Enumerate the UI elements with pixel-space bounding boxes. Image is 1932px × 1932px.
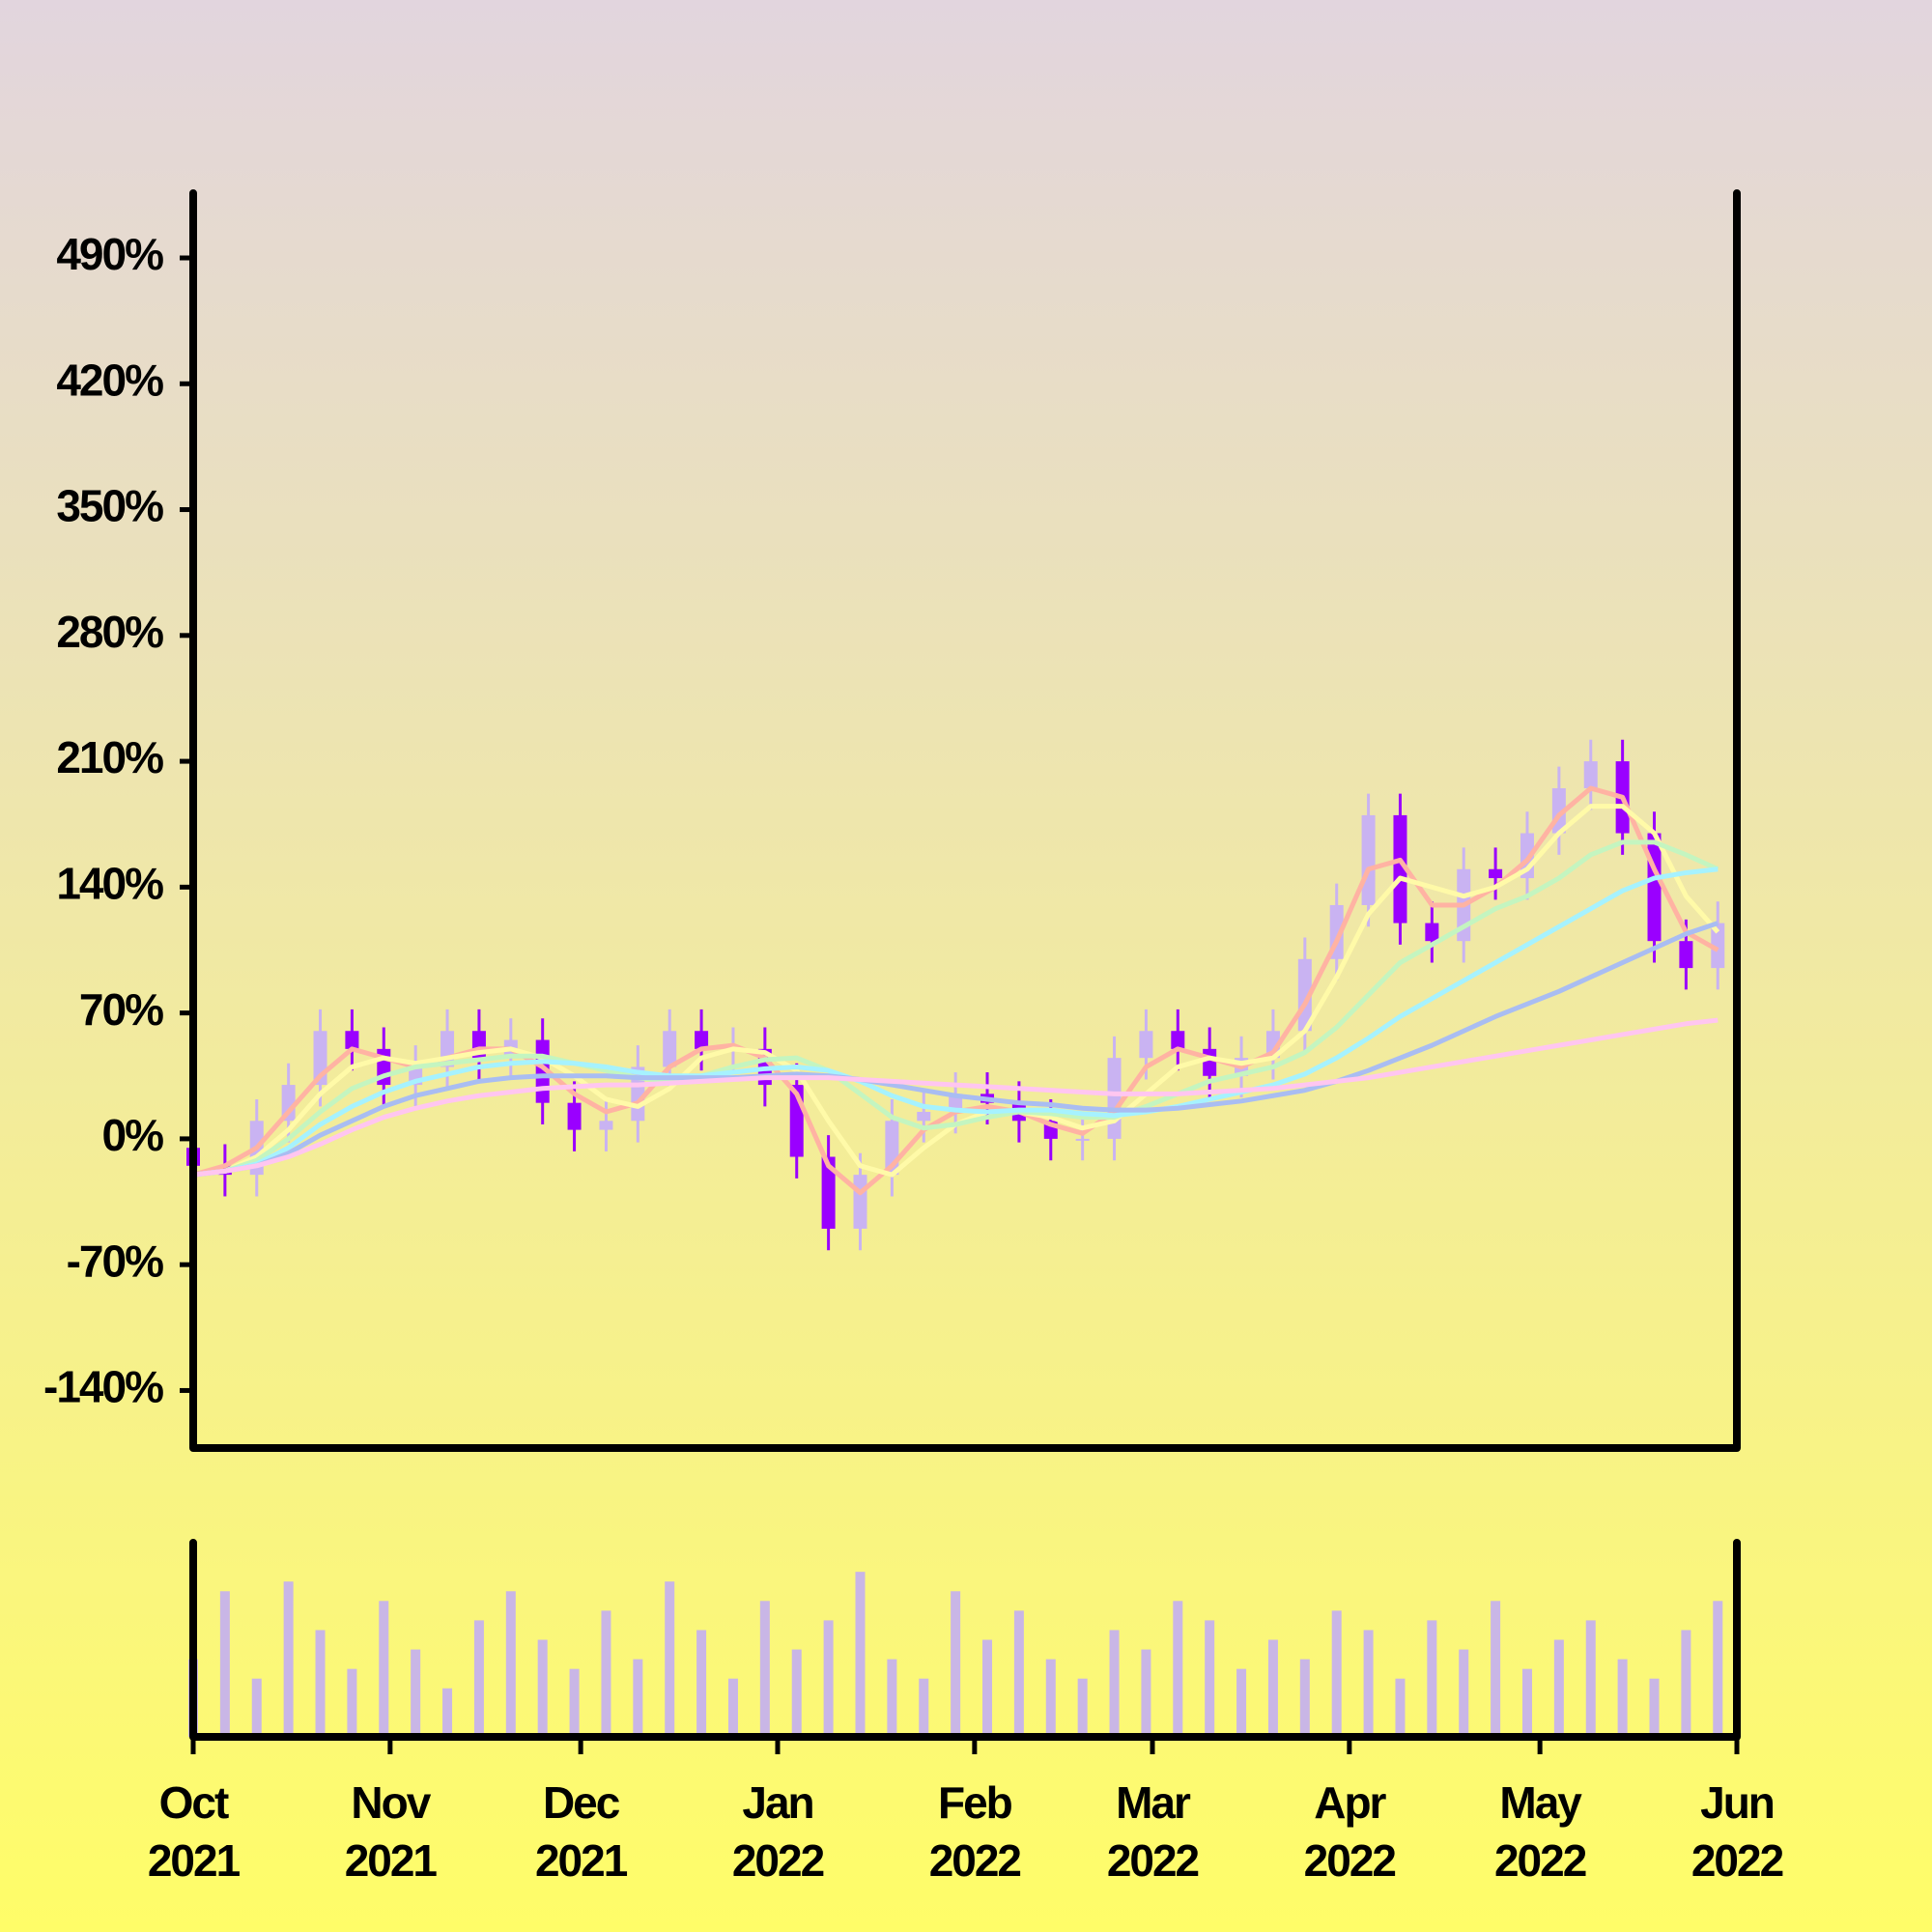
candle-body bbox=[917, 1111, 931, 1122]
y-tick-label: -70% bbox=[67, 1236, 163, 1286]
volume-bar bbox=[1681, 1630, 1691, 1737]
candle-body bbox=[1107, 1058, 1122, 1139]
candle-body bbox=[1425, 923, 1439, 942]
volume-bar bbox=[1553, 1639, 1564, 1737]
volume-bar bbox=[1459, 1649, 1469, 1737]
volume-bar bbox=[1521, 1668, 1532, 1737]
candle-body bbox=[1171, 1031, 1185, 1049]
volume-bar bbox=[1013, 1610, 1024, 1737]
volume-bar bbox=[982, 1639, 993, 1737]
volume-bar bbox=[1491, 1601, 1501, 1737]
volume-bar bbox=[696, 1630, 707, 1737]
candle-body bbox=[281, 1085, 296, 1122]
x-tick-label: Mar 2022 bbox=[1106, 1777, 1200, 1886]
moving-average-line bbox=[192, 1017, 1719, 1178]
x-tick-label: Jan 2022 bbox=[731, 1777, 825, 1886]
volume-bar bbox=[537, 1639, 548, 1737]
candle-body bbox=[1647, 833, 1662, 942]
volume-bar bbox=[473, 1620, 484, 1737]
volume-bar bbox=[251, 1678, 262, 1737]
volume-bar bbox=[1267, 1639, 1278, 1737]
x-tick-label: Oct 2021 bbox=[147, 1777, 241, 1886]
y-tick-label: 420% bbox=[56, 355, 163, 405]
volume-bar bbox=[887, 1659, 897, 1737]
volume-bar bbox=[855, 1572, 866, 1737]
volume-bar bbox=[569, 1668, 580, 1737]
y-tick-label: 0% bbox=[102, 1110, 164, 1160]
y-tick-label: -140% bbox=[43, 1362, 163, 1412]
x-tick-label: Nov 2021 bbox=[344, 1777, 438, 1886]
candle-body bbox=[567, 1102, 582, 1130]
x-tick-label: Jun 2022 bbox=[1690, 1777, 1784, 1886]
volume-bar bbox=[1585, 1620, 1596, 1737]
axis-frame bbox=[189, 189, 1741, 1452]
moving-average-line bbox=[192, 839, 1719, 1178]
volume-bar bbox=[1331, 1610, 1342, 1737]
axis-frame bbox=[189, 1539, 1741, 1741]
volume-bar bbox=[1077, 1678, 1088, 1737]
moving-average-line bbox=[192, 921, 1719, 1178]
volume-bar bbox=[283, 1581, 294, 1737]
candle-body bbox=[1075, 1138, 1090, 1141]
candle-body bbox=[853, 1175, 867, 1229]
volume-bar bbox=[219, 1591, 230, 1737]
volume-bar bbox=[442, 1688, 453, 1737]
candle-body bbox=[1583, 761, 1598, 789]
x-tick-label: Dec 2021 bbox=[534, 1777, 628, 1886]
y-tick-label: 210% bbox=[56, 732, 163, 782]
x-tick-label: May 2022 bbox=[1493, 1777, 1587, 1886]
volume-bar bbox=[951, 1591, 961, 1737]
candle-body bbox=[663, 1031, 677, 1067]
volume-bar bbox=[1045, 1659, 1056, 1737]
y-tick-label: 280% bbox=[56, 607, 163, 657]
candle-body bbox=[1393, 814, 1407, 923]
candle-body bbox=[1203, 1048, 1217, 1076]
candle-body bbox=[1361, 814, 1376, 905]
y-tick-label: 140% bbox=[56, 859, 163, 909]
volume-bar bbox=[823, 1620, 834, 1737]
moving-average-line bbox=[192, 867, 1719, 1178]
volume-bar bbox=[1427, 1620, 1437, 1737]
candle-body bbox=[599, 1121, 613, 1130]
candle-body bbox=[345, 1031, 359, 1049]
x-tick-label: Feb 2022 bbox=[928, 1777, 1022, 1886]
volume-bar bbox=[919, 1678, 929, 1737]
candle-body bbox=[821, 1156, 836, 1229]
candle-body bbox=[1711, 923, 1725, 969]
volume-bar bbox=[759, 1601, 770, 1737]
volume-bar bbox=[1649, 1678, 1660, 1737]
candle-body bbox=[1679, 941, 1693, 969]
volume-bar bbox=[665, 1581, 675, 1737]
volume-bar bbox=[1713, 1601, 1723, 1737]
volume-bar bbox=[347, 1668, 357, 1737]
volume-bar bbox=[633, 1659, 643, 1737]
volume-bar bbox=[1109, 1630, 1120, 1737]
candle-body bbox=[1139, 1031, 1153, 1059]
volume-bar bbox=[1617, 1659, 1628, 1737]
y-tick-label: 490% bbox=[56, 229, 163, 279]
volume-bar bbox=[601, 1610, 611, 1737]
volume-bar bbox=[791, 1649, 802, 1737]
volume-bar bbox=[1299, 1659, 1310, 1737]
volume-bar bbox=[1173, 1601, 1183, 1737]
volume-bar bbox=[505, 1591, 516, 1737]
volume-bar bbox=[1141, 1649, 1151, 1737]
volume-bar bbox=[1236, 1668, 1247, 1737]
y-tick-label: 350% bbox=[56, 481, 163, 531]
volume-bar bbox=[727, 1678, 738, 1737]
volume-bar bbox=[315, 1630, 326, 1737]
volume-bar bbox=[411, 1649, 421, 1737]
volume-bar bbox=[1395, 1678, 1406, 1737]
volume-bar bbox=[1363, 1630, 1374, 1737]
x-tick-label: Apr 2022 bbox=[1303, 1777, 1397, 1886]
volume-bar bbox=[379, 1601, 389, 1737]
y-tick-label: 70% bbox=[79, 984, 163, 1035]
volume-bar bbox=[1205, 1620, 1215, 1737]
candle-body bbox=[695, 1031, 709, 1049]
candle-body bbox=[1489, 868, 1503, 879]
